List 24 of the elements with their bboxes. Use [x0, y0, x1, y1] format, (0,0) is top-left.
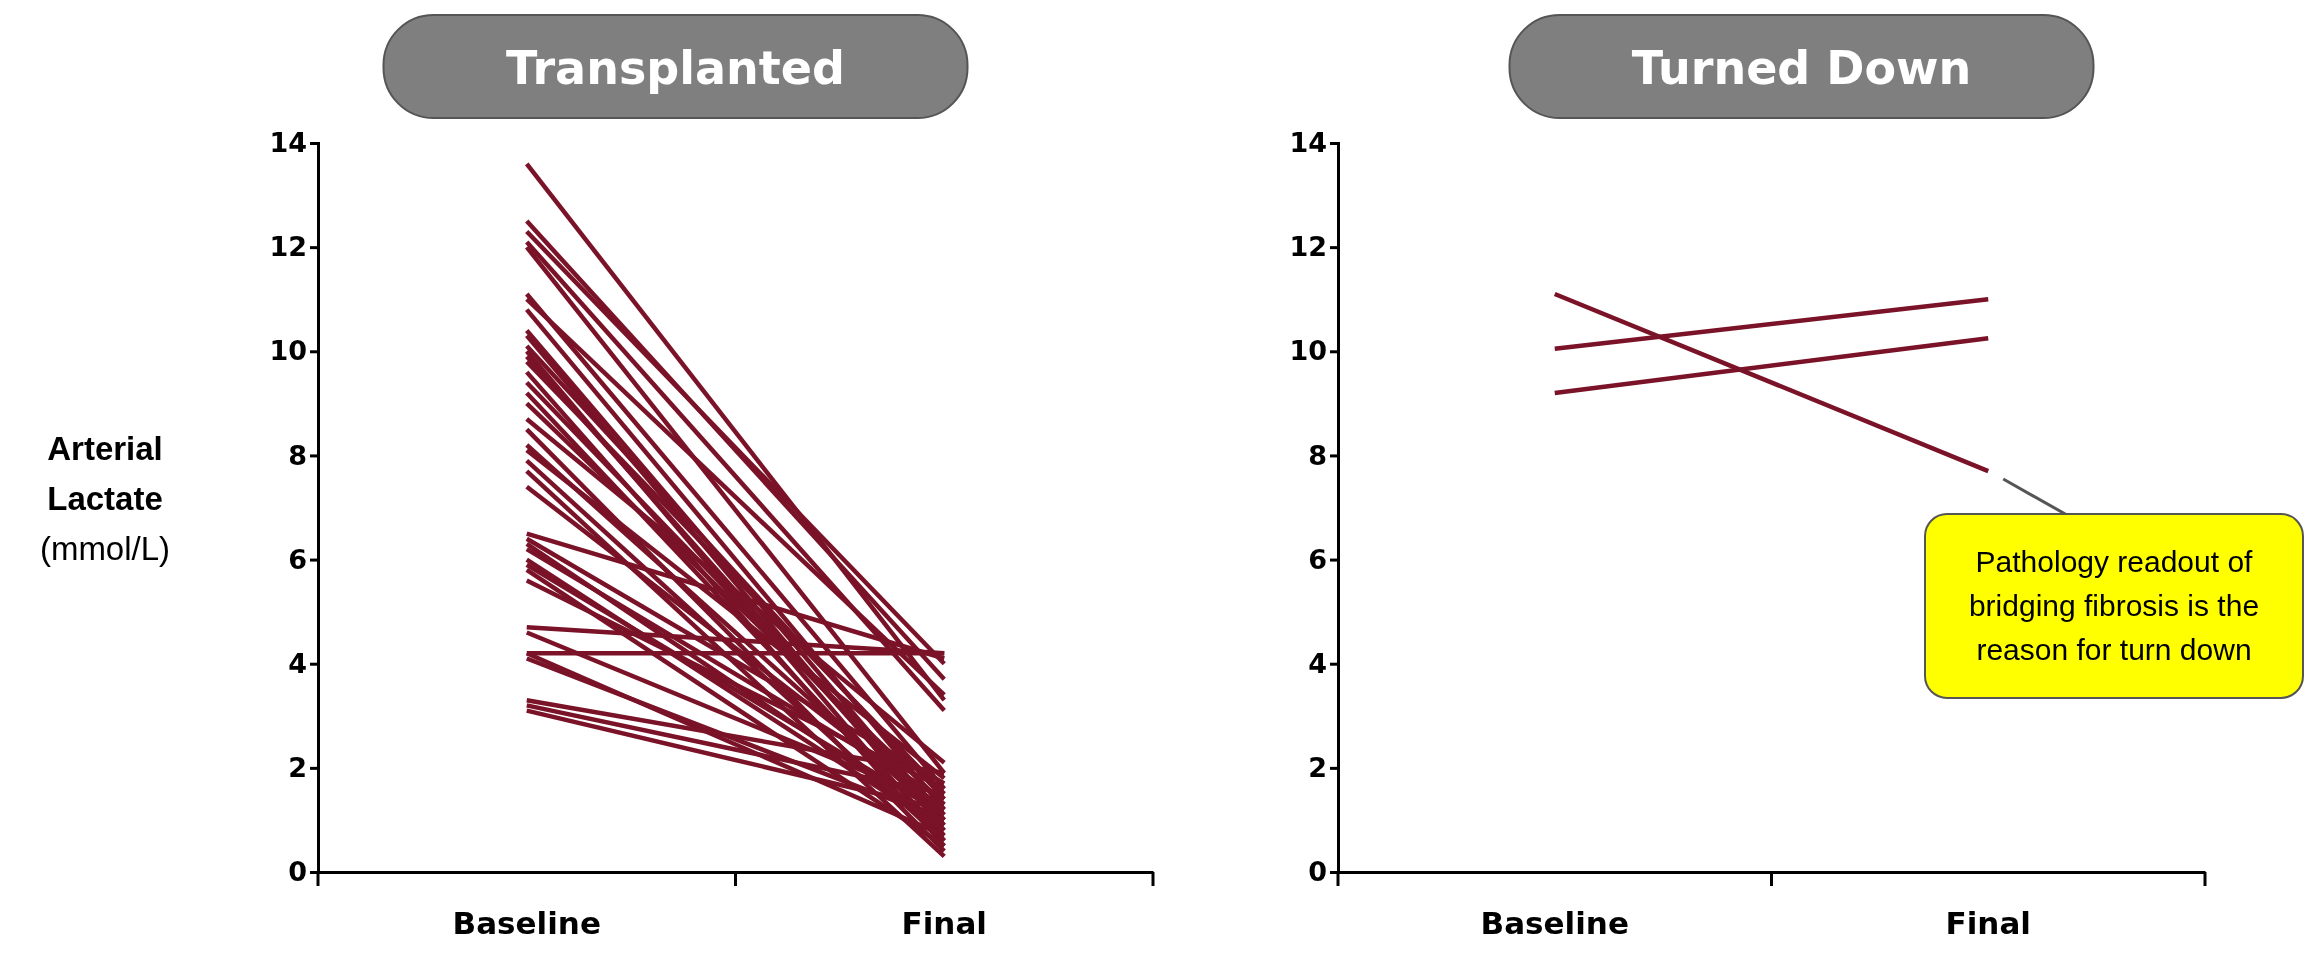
- y-tick-label: 2: [288, 752, 307, 783]
- y-tick-label: 6: [1308, 543, 1327, 575]
- x-tick-label: Baseline: [1480, 904, 1629, 941]
- x-tick-label: Final: [901, 904, 987, 941]
- y-tick-label: 4: [288, 647, 307, 679]
- y-tick-label: 2: [1308, 752, 1327, 783]
- x-tick-label: Final: [1945, 904, 2031, 941]
- y-tick-label: 14: [1289, 127, 1327, 159]
- chart-title: Transplanted: [506, 41, 845, 95]
- y-tick-label: 6: [288, 543, 307, 575]
- y-tick-label: 0: [1308, 856, 1327, 888]
- y-tick-label: 10: [269, 335, 307, 367]
- y-tick-label: 0: [288, 856, 307, 888]
- y-tick-label: 8: [1308, 439, 1327, 471]
- x-tick-label: Baseline: [452, 904, 601, 941]
- y-axis-title: Arterial Lactate (mmol/L): [39, 430, 171, 567]
- y-tick-label: 8: [288, 439, 307, 471]
- y-tick-label: 12: [269, 231, 307, 263]
- y-tick-label: 10: [1289, 335, 1327, 367]
- y-tick-label: 4: [1308, 647, 1327, 679]
- y-tick-label: 14: [269, 127, 307, 159]
- annotation: Pathology readout of bridging fibrosis is the reason for turn down: [1968, 545, 2260, 666]
- y-tick-label: 12: [1289, 231, 1327, 263]
- chart-title: Turned Down: [1631, 41, 1972, 95]
